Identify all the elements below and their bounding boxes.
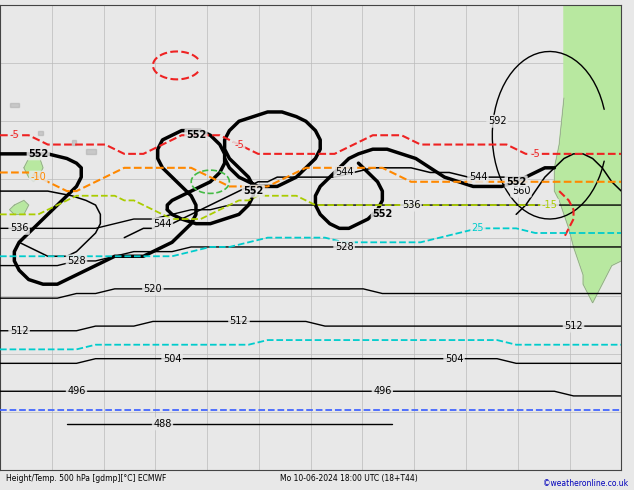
Text: 528: 528 — [335, 242, 353, 252]
Polygon shape — [10, 200, 29, 215]
Text: Height/Temp. 500 hPa [gdmp][°C] ECMWF: Height/Temp. 500 hPa [gdmp][°C] ECMWF — [6, 474, 167, 483]
Text: -10: -10 — [30, 172, 46, 182]
Text: 544: 544 — [335, 168, 353, 177]
Text: 552: 552 — [186, 130, 206, 140]
Bar — [38, 131, 43, 135]
Text: 512: 512 — [230, 317, 249, 326]
Text: 512: 512 — [564, 321, 583, 331]
Text: 536: 536 — [10, 223, 29, 233]
Text: Mo 10-06-2024 18:00 UTC (18+T44): Mo 10-06-2024 18:00 UTC (18+T44) — [280, 474, 418, 483]
Text: 552: 552 — [372, 209, 392, 220]
Bar — [72, 140, 77, 145]
Text: 528: 528 — [67, 256, 86, 266]
Text: 488: 488 — [153, 419, 172, 429]
Bar — [86, 149, 96, 154]
Bar — [10, 103, 19, 107]
Text: -15: -15 — [541, 200, 557, 210]
Text: ©weatheronline.co.uk: ©weatheronline.co.uk — [543, 479, 628, 488]
Polygon shape — [554, 5, 621, 303]
Text: 512: 512 — [10, 326, 29, 336]
Text: 560: 560 — [512, 186, 530, 196]
Text: 504: 504 — [445, 354, 463, 364]
Text: -5: -5 — [234, 140, 244, 149]
Text: 544: 544 — [469, 172, 487, 182]
Text: 544: 544 — [153, 219, 172, 229]
Text: 496: 496 — [67, 386, 86, 396]
Polygon shape — [24, 154, 43, 182]
Text: 552: 552 — [28, 149, 48, 159]
Text: 504: 504 — [163, 354, 181, 364]
Text: 520: 520 — [144, 284, 162, 294]
Text: -5: -5 — [531, 149, 540, 159]
Text: 552: 552 — [506, 177, 526, 187]
Text: 592: 592 — [488, 116, 507, 126]
Text: 496: 496 — [373, 386, 392, 396]
Text: -5: -5 — [10, 130, 19, 140]
Text: 552: 552 — [243, 186, 264, 196]
Text: 536: 536 — [402, 200, 420, 210]
Text: 25: 25 — [472, 223, 484, 233]
